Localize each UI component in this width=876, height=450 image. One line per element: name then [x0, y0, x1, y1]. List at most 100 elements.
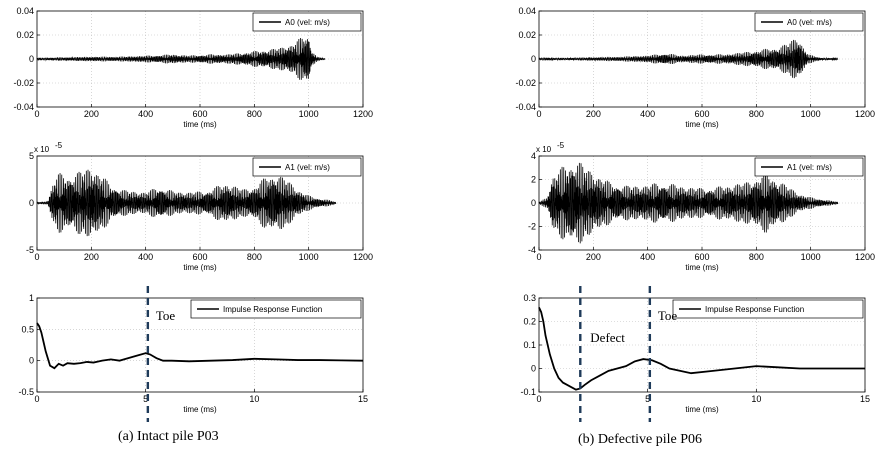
annotation-label-toe: Toe	[156, 308, 176, 323]
y-tick-label: 0.3	[523, 293, 536, 303]
legend-label: Impulse Response Function	[223, 305, 322, 314]
x-tick-label: 1000	[299, 252, 319, 262]
legend-label: A0 (vel: m/s)	[787, 18, 832, 27]
caption-b: (b) Defective pile P06	[578, 432, 702, 447]
y-tick-label: 0	[29, 356, 34, 366]
x-tick-label: 800	[749, 109, 764, 119]
y-tick-label: 5	[29, 151, 34, 161]
y-tick-label: 4	[531, 151, 536, 161]
x-tick-label: 15	[358, 394, 368, 404]
x-tick-label: 10	[751, 394, 761, 404]
x-axis-label: time (ms)	[183, 405, 217, 414]
x-tick-label: 600	[192, 109, 207, 119]
x-tick-label: 5	[645, 394, 650, 404]
x-tick-label: 600	[694, 252, 709, 262]
y-tick-label: 0	[531, 54, 536, 64]
y-tick-label: 2	[531, 175, 536, 185]
y-tick-label: 0.02	[16, 30, 34, 40]
y-tick-label: 0.04	[518, 6, 536, 16]
x-tick-label: 0	[34, 394, 39, 404]
signal-trace-a-top	[36, 37, 326, 80]
legend-box	[754, 12, 864, 32]
y-tick-label: -0.1	[520, 387, 536, 397]
x-tick-label: 800	[247, 252, 262, 262]
y-tick-label: 0.04	[16, 6, 34, 16]
legend-box	[190, 299, 362, 319]
y-tick-label: 0	[531, 198, 536, 208]
legend-label: A0 (vel: m/s)	[285, 18, 330, 27]
y-tick-label: 0.5	[21, 324, 34, 334]
x-tick-label: 1000	[801, 252, 821, 262]
y-scale-label: x 10	[536, 145, 552, 154]
impulse-response-line	[538, 307, 865, 391]
x-tick-label: 800	[247, 109, 262, 119]
y-tick-label: -0.02	[13, 78, 34, 88]
y-tick-label: 0.02	[518, 30, 536, 40]
x-tick-label: 200	[84, 109, 99, 119]
legend-label: Impulse Response Function	[705, 305, 804, 314]
signal-trace-b-top	[538, 39, 839, 79]
x-tick-label: 0	[536, 252, 541, 262]
x-tick-label: 400	[640, 109, 655, 119]
legend-box	[754, 157, 864, 177]
y-tick-label: 0	[29, 198, 34, 208]
x-tick-label: 400	[138, 109, 153, 119]
x-axis-label: time (ms)	[685, 263, 719, 272]
x-tick-label: 1200	[855, 109, 875, 119]
legend-box	[672, 299, 864, 319]
x-tick-label: 0	[34, 109, 39, 119]
chart-panel-b-top: 0 200 400 600 800 1000 1200 -0.04 -0.02 0 0.02 0.04…	[515, 6, 875, 129]
x-tick-label: 400	[640, 252, 655, 262]
y-tick-label: 0.1	[523, 340, 536, 350]
y-tick-label: 0.2	[523, 317, 536, 327]
chart-panel-a-top: 0 200 400 600 800 1000 1200 -0.04 -0.02 0 0.02 0.04…	[13, 6, 373, 129]
y-tick-label: 0	[531, 364, 536, 374]
x-tick-label: 800	[749, 252, 764, 262]
y-tick-label: -5	[26, 245, 34, 255]
panels: 0 200 400 600 800 1000 1200-0.04-0.0200.020.04…	[13, 6, 875, 422]
x-tick-label: 15	[860, 394, 870, 404]
impulse-response-line	[36, 322, 364, 370]
y-tick-label: -0.04	[13, 102, 34, 112]
x-tick-label: 0	[34, 252, 39, 262]
y-tick-label: -0.5	[18, 387, 34, 397]
y-scale-label: x 10	[34, 145, 50, 154]
annotation-label-toe: Toe	[658, 308, 678, 323]
x-axis-label: time (ms)	[685, 405, 719, 414]
y-tick-label: 0	[29, 54, 34, 64]
chart-panel-b-mid: 0 200 400 600 800 1000 1200 -4 -2 0 2 4 time (ms) x 1…	[528, 141, 875, 272]
axes-frame	[36, 297, 364, 393]
y-tick-label: -0.04	[515, 102, 536, 112]
x-axis-label: time (ms)	[685, 120, 719, 129]
y-tick-label: -4	[528, 245, 536, 255]
y-tick-label: -2	[528, 222, 536, 232]
caption-a: (a) Intact pile P03	[118, 429, 219, 444]
x-tick-label: 200	[586, 109, 601, 119]
y-scale-exponent: -5	[55, 141, 63, 150]
legend-box	[252, 12, 362, 32]
x-tick-label: 1200	[855, 252, 875, 262]
legend-box	[252, 157, 362, 177]
legend-label: A1 (vel: m/s)	[285, 163, 330, 172]
x-tick-label: 600	[192, 252, 207, 262]
signal-trace-b-mid	[538, 162, 839, 244]
x-tick-label: 400	[138, 252, 153, 262]
y-tick-label: 1	[29, 293, 34, 303]
x-tick-label: 0	[536, 109, 541, 119]
x-tick-label: 200	[586, 252, 601, 262]
x-axis-label: time (ms)	[183, 263, 217, 272]
x-tick-label: 600	[694, 109, 709, 119]
x-tick-label: 200	[84, 252, 99, 262]
x-tick-label: 1000	[299, 109, 319, 119]
x-axis-label: time (ms)	[183, 120, 217, 129]
signal-trace-a-mid	[36, 169, 337, 237]
x-tick-label: 5	[143, 394, 148, 404]
x-tick-label: 0	[536, 394, 541, 404]
x-tick-label: 1000	[801, 109, 821, 119]
legend-label: A1 (vel: m/s)	[787, 163, 832, 172]
x-tick-label: 1200	[353, 109, 373, 119]
x-tick-label: 10	[249, 394, 259, 404]
